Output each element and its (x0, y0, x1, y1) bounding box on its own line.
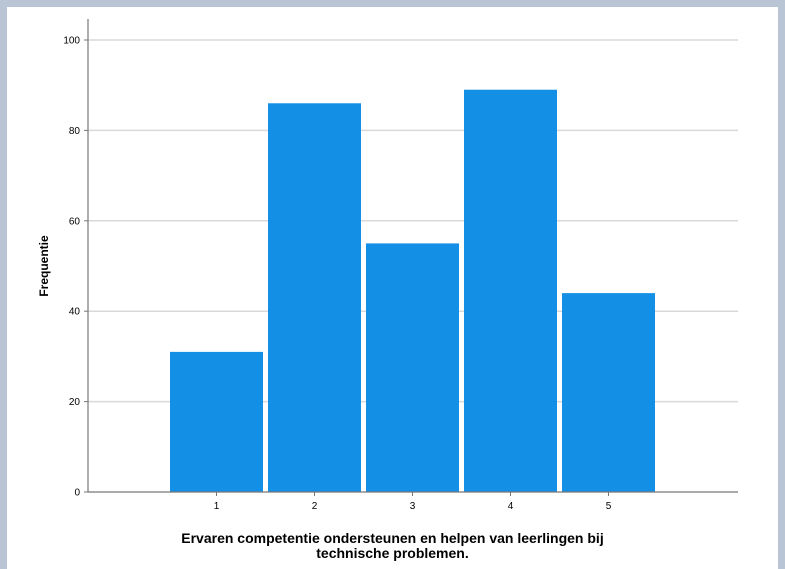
x-axis-title-line-1: Ervaren competentie ondersteunen en help… (181, 530, 604, 546)
y-tick-label: 60 (69, 216, 81, 227)
tick-labels: 0 20 40 60 80 100 1 2 3 4 5 (63, 36, 611, 513)
x-tick-label: 1 (214, 501, 220, 512)
y-axis-title: Frequentie (37, 235, 51, 297)
bar-1 (170, 351, 263, 492)
y-tick-label: 80 (69, 126, 81, 137)
x-tick-label: 5 (606, 501, 612, 512)
x-tick-label: 4 (508, 501, 514, 512)
y-tick-label: 0 (74, 488, 80, 499)
bar-5 (562, 293, 655, 492)
bars (170, 89, 655, 492)
bar-2 (268, 103, 361, 492)
x-axis-title-line-2: technische problemen. (316, 545, 469, 561)
x-tick-label: 2 (312, 501, 318, 512)
bar-3 (366, 243, 459, 492)
chart-frame: 0 20 40 60 80 100 1 2 3 4 5 Frequentie Ervaren com… (7, 7, 778, 569)
x-axis-title: Ervaren competentie ondersteunen en help… (7, 531, 778, 561)
x-tick-label: 3 (410, 501, 416, 512)
bar-4 (464, 89, 557, 492)
y-tick-label: 100 (63, 36, 80, 47)
y-tick-label: 20 (69, 397, 81, 408)
bar-chart: 0 20 40 60 80 100 1 2 3 4 5 Frequentie (37, 19, 738, 513)
axes (84, 19, 738, 496)
y-tick-label: 40 (69, 307, 81, 318)
